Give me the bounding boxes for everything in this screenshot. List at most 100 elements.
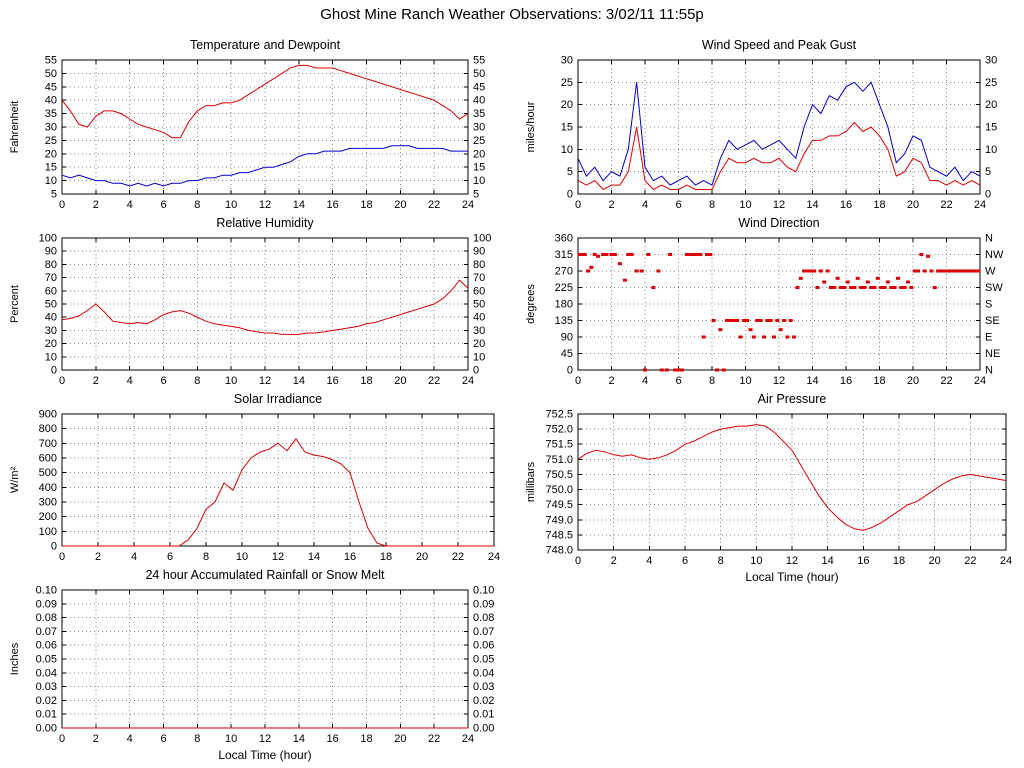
svg-text:2: 2 [608, 199, 614, 211]
svg-text:0: 0 [575, 375, 581, 387]
svg-text:Air Pressure: Air Pressure [758, 392, 827, 406]
svg-text:Wind Speed and Peak Gust: Wind Speed and Peak Gust [702, 38, 857, 52]
svg-text:100: 100 [39, 233, 57, 245]
svg-text:22: 22 [964, 555, 976, 567]
svg-text:10: 10 [739, 375, 751, 387]
svg-text:20: 20 [45, 148, 57, 160]
svg-text:12: 12 [259, 375, 271, 387]
chart-solar-irradiance: Solar Irradiance 0 2 4 6 8 10 12 14 16 18 20 22 24 0 10… [6, 390, 506, 566]
svg-text:25: 25 [985, 77, 997, 89]
svg-text:0.03: 0.03 [36, 681, 57, 693]
svg-text:15: 15 [45, 162, 57, 174]
svg-text:5: 5 [51, 189, 57, 201]
svg-text:10: 10 [739, 199, 751, 211]
svg-text:0: 0 [473, 365, 479, 377]
svg-text:24: 24 [462, 199, 474, 211]
svg-text:400: 400 [39, 482, 57, 494]
svg-text:0: 0 [575, 199, 581, 211]
svg-text:2: 2 [93, 375, 99, 387]
svg-text:10: 10 [225, 375, 237, 387]
svg-text:10: 10 [473, 175, 485, 187]
svg-text:24: 24 [974, 375, 986, 387]
svg-text:20: 20 [394, 375, 406, 387]
svg-text:25: 25 [561, 77, 573, 89]
svg-text:0: 0 [51, 365, 57, 377]
svg-text:0: 0 [59, 199, 65, 211]
svg-text:24: 24 [462, 375, 474, 387]
svg-text:800: 800 [39, 423, 57, 435]
svg-text:752.5: 752.5 [545, 409, 573, 421]
svg-text:90: 90 [45, 246, 57, 258]
svg-text:12: 12 [773, 375, 785, 387]
svg-text:0.08: 0.08 [473, 612, 494, 624]
svg-text:NW: NW [985, 249, 1004, 261]
svg-text:70: 70 [473, 272, 485, 284]
svg-text:10: 10 [45, 175, 57, 187]
svg-text:90: 90 [473, 246, 485, 258]
svg-text:6: 6 [160, 733, 166, 745]
svg-text:0: 0 [59, 733, 65, 745]
chart-air-pressure: Air Pressure 0 2 4 6 8 10 12 14 16 18 20 22 24 748.0 74… [522, 390, 1018, 586]
svg-text:752.0: 752.0 [545, 424, 573, 436]
svg-text:0.06: 0.06 [473, 640, 494, 652]
svg-text:22: 22 [428, 199, 440, 211]
svg-text:0.09: 0.09 [473, 598, 494, 610]
svg-text:10: 10 [45, 351, 57, 363]
svg-text:16: 16 [327, 733, 339, 745]
rainfall-plot: 24 hour Accumulated Rainfall or Snow Mel… [9, 568, 494, 762]
svg-text:16: 16 [840, 375, 852, 387]
svg-text:Solar Irradiance: Solar Irradiance [234, 392, 322, 406]
svg-text:8: 8 [709, 375, 715, 387]
svg-text:360: 360 [555, 233, 573, 245]
svg-text:750.0: 750.0 [545, 484, 573, 496]
svg-text:0: 0 [567, 189, 573, 201]
svg-text:8: 8 [203, 551, 209, 563]
svg-text:55: 55 [45, 55, 57, 67]
svg-text:4: 4 [127, 199, 133, 211]
svg-text:N: N [985, 365, 993, 377]
svg-text:20: 20 [394, 733, 406, 745]
svg-text:S: S [985, 299, 992, 311]
svg-text:16: 16 [344, 551, 356, 563]
svg-text:748.5: 748.5 [545, 529, 573, 541]
svg-text:20: 20 [473, 338, 485, 350]
svg-text:millibars: millibars [525, 461, 537, 502]
svg-text:700: 700 [39, 438, 57, 450]
svg-text:14: 14 [308, 551, 320, 563]
svg-text:0.08: 0.08 [36, 612, 57, 624]
svg-text:18: 18 [360, 199, 372, 211]
svg-text:10: 10 [225, 733, 237, 745]
svg-text:45: 45 [561, 348, 573, 360]
svg-text:30: 30 [473, 122, 485, 134]
svg-text:2: 2 [611, 555, 617, 567]
svg-text:Local Time (hour): Local Time (hour) [218, 748, 311, 762]
svg-text:751.5: 751.5 [545, 439, 573, 451]
svg-text:0.01: 0.01 [36, 709, 57, 721]
svg-text:100: 100 [39, 526, 57, 538]
svg-text:0.00: 0.00 [473, 723, 494, 735]
svg-text:5: 5 [567, 166, 573, 178]
svg-text:5: 5 [985, 166, 991, 178]
svg-text:90: 90 [561, 332, 573, 344]
svg-text:80: 80 [473, 259, 485, 271]
svg-text:8: 8 [194, 375, 200, 387]
svg-text:40: 40 [473, 95, 485, 107]
svg-text:0: 0 [51, 541, 57, 553]
svg-text:15: 15 [561, 122, 573, 134]
svg-text:80: 80 [45, 259, 57, 271]
svg-text:25: 25 [45, 135, 57, 147]
svg-text:4: 4 [642, 375, 648, 387]
svg-text:2: 2 [93, 199, 99, 211]
svg-text:4: 4 [131, 551, 137, 563]
svg-text:24: 24 [488, 551, 500, 563]
svg-text:8: 8 [194, 199, 200, 211]
svg-text:18: 18 [893, 555, 905, 567]
svg-text:20: 20 [985, 99, 997, 111]
svg-text:2: 2 [93, 733, 99, 745]
svg-text:24: 24 [1000, 555, 1012, 567]
svg-text:50: 50 [473, 299, 485, 311]
svg-text:4: 4 [127, 733, 133, 745]
svg-text:18: 18 [360, 733, 372, 745]
svg-text:Wind Direction: Wind Direction [738, 216, 819, 230]
